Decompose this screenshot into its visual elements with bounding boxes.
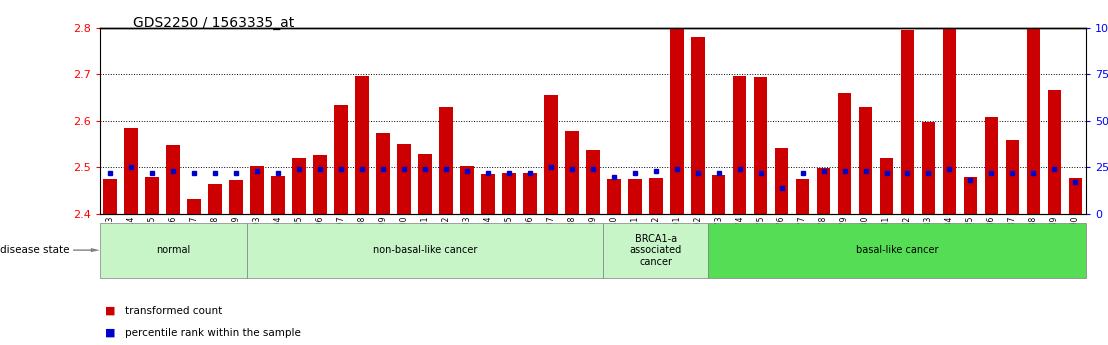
Bar [145, 177, 158, 214]
Text: GDS2250 / 1563335_at: GDS2250 / 1563335_at [133, 16, 295, 30]
Bar [502, 173, 515, 214]
Bar [1047, 90, 1061, 214]
Bar [691, 37, 705, 214]
Bar [628, 179, 642, 214]
Bar [1006, 140, 1019, 214]
Bar [439, 107, 453, 214]
Text: transformed count: transformed count [125, 306, 223, 315]
Bar [397, 144, 411, 214]
Bar [523, 174, 536, 214]
Bar [796, 178, 810, 214]
Bar [356, 76, 369, 214]
Text: disease state: disease state [0, 245, 70, 255]
Bar [964, 177, 977, 214]
Bar [649, 178, 663, 214]
Text: ■: ■ [105, 306, 115, 315]
Bar [670, 29, 684, 214]
Bar [544, 95, 557, 214]
Bar [1068, 178, 1083, 214]
Bar [1027, 0, 1040, 214]
Bar [376, 133, 390, 214]
Bar [753, 77, 768, 214]
Bar [335, 105, 348, 214]
Bar [859, 107, 872, 214]
Bar [901, 30, 914, 214]
Bar [124, 128, 138, 214]
Bar [293, 158, 306, 214]
Bar [565, 131, 578, 214]
Text: percentile rank within the sample: percentile rank within the sample [125, 328, 301, 338]
Bar [481, 174, 494, 214]
Bar [250, 166, 264, 214]
Text: BRCA1-a
associated
cancer: BRCA1-a associated cancer [629, 234, 681, 267]
Bar [460, 166, 474, 214]
Bar [985, 117, 998, 214]
Bar [314, 155, 327, 214]
Bar [711, 175, 726, 214]
Bar [271, 176, 285, 214]
Bar [943, 29, 956, 214]
Bar [166, 146, 179, 214]
Text: normal: normal [156, 245, 191, 255]
Bar [208, 184, 222, 214]
Bar [880, 158, 893, 214]
Bar [187, 199, 201, 214]
Bar [607, 179, 620, 214]
Bar [418, 154, 432, 214]
Bar [817, 168, 830, 214]
Bar [103, 179, 117, 214]
Text: basal-like cancer: basal-like cancer [855, 245, 938, 255]
Text: non-basal-like cancer: non-basal-like cancer [372, 245, 478, 255]
Text: ■: ■ [105, 328, 115, 338]
Bar [732, 76, 747, 214]
Bar [774, 148, 789, 214]
Bar [922, 122, 935, 214]
Bar [229, 180, 243, 214]
Bar [838, 93, 851, 214]
Bar [586, 150, 599, 214]
